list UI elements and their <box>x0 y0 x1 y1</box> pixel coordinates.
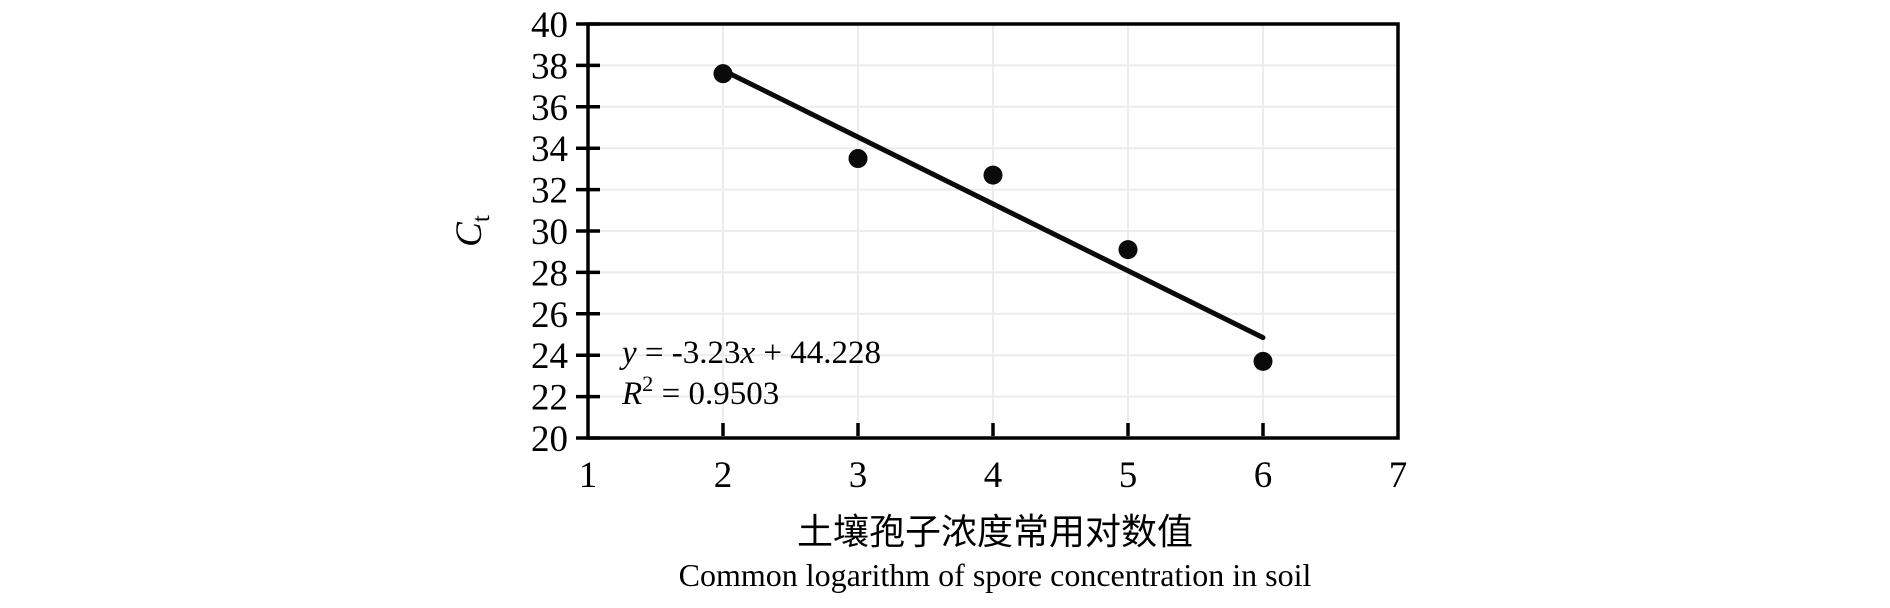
y-tick-label: 22 <box>531 378 568 419</box>
text-part: + 44.228 <box>755 335 881 371</box>
x-axis-title-zh: 土壤孢子浓度常用对数值 <box>797 512 1193 552</box>
data-point <box>848 149 868 169</box>
text-part: = -3.23 <box>637 335 741 371</box>
text-part: y <box>619 335 637 371</box>
text-part: 2 <box>642 371 653 396</box>
x-tick-label: 2 <box>714 455 733 496</box>
x-axis-title-en: Common logarithm of spore concentration … <box>679 557 1312 593</box>
y-tick-label: 36 <box>531 88 568 129</box>
text-part: t <box>468 215 495 222</box>
y-tick-label: 32 <box>531 171 568 212</box>
trend-line <box>720 67 1266 341</box>
y-tick-label: 20 <box>531 419 568 460</box>
text-part: x <box>740 335 756 371</box>
data-point <box>713 64 733 84</box>
y-tick-label: 30 <box>531 212 568 253</box>
x-tick-label: 7 <box>1389 455 1408 496</box>
text-part: C <box>449 221 490 247</box>
x-tick-label: 1 <box>579 455 598 496</box>
y-axis-label: Ct <box>449 215 495 247</box>
y-tick-label: 24 <box>531 336 568 377</box>
r-squared-label: R2 = 0.9503 <box>621 371 779 412</box>
data-point <box>1118 240 1138 260</box>
equation-label: y = -3.23x + 44.228 <box>619 335 881 371</box>
data-series <box>713 64 1273 371</box>
data-point <box>983 165 1003 185</box>
text-part: R <box>621 376 642 412</box>
x-tick-label: 4 <box>984 455 1003 496</box>
data-point <box>1253 351 1273 371</box>
y-tick-label: 38 <box>531 46 568 87</box>
y-tick-label: 40 <box>531 5 568 46</box>
x-tick-label: 3 <box>849 455 868 496</box>
x-tick-label: 6 <box>1254 455 1273 496</box>
y-tick-label: 26 <box>531 295 568 336</box>
text-part: = 0.9503 <box>653 376 779 412</box>
y-tick-label: 34 <box>531 129 568 170</box>
y-tick-label: 28 <box>531 253 568 294</box>
x-tick-label: 5 <box>1119 455 1138 496</box>
